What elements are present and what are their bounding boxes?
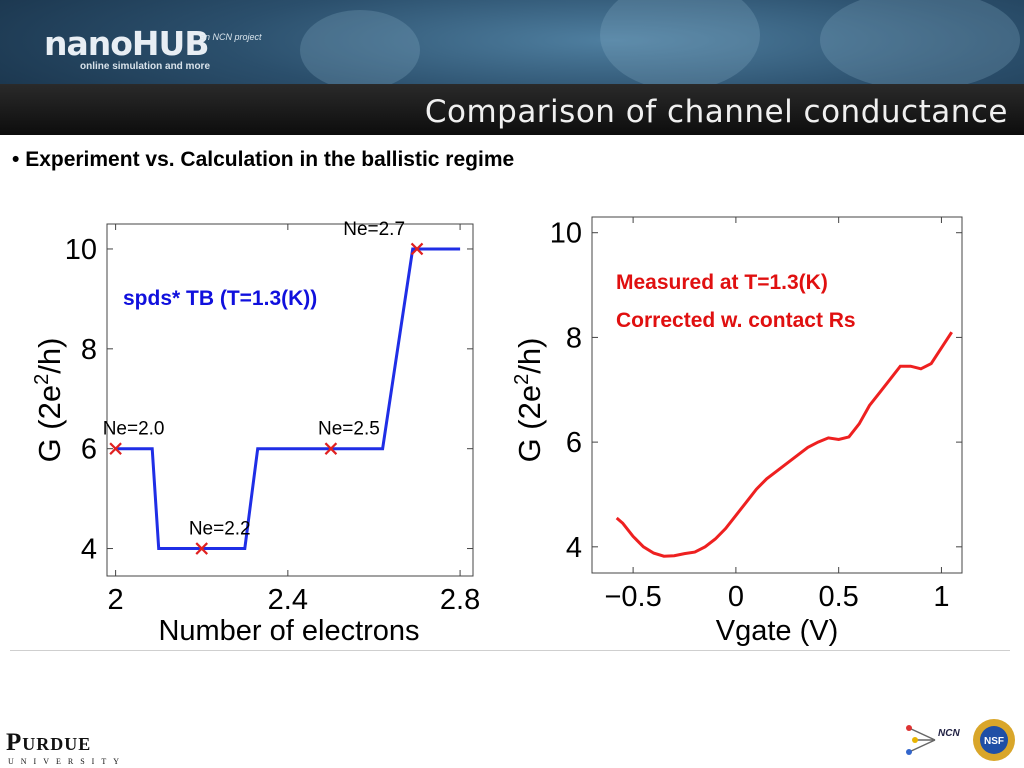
plot-frame bbox=[591, 216, 963, 574]
x-tick-label: 2.8 bbox=[440, 584, 480, 616]
chart-measurement: −0.5 0 0.5 1 4 6 8 10 G (2e2/h) Vgate (V) Measu… bbox=[498, 200, 998, 650]
y-tick-label: 8 bbox=[566, 322, 582, 354]
data-point-label: Ne=2.0 bbox=[103, 419, 165, 440]
chart-annotation-line-2: Corrected w. contact Rs bbox=[616, 309, 856, 332]
x-tick-label: 1 bbox=[933, 581, 949, 613]
series-line bbox=[615, 331, 953, 558]
logo-tagline: online simulation and more bbox=[80, 61, 211, 72]
x-tick-label: 0.5 bbox=[819, 581, 859, 613]
y-tick-label: 4 bbox=[566, 532, 582, 564]
data-point-marker bbox=[109, 442, 122, 455]
bullet-icon: • bbox=[12, 148, 26, 171]
plot-frame bbox=[106, 223, 474, 577]
x-tick-label: 2 bbox=[108, 584, 124, 616]
y-tick-label: 10 bbox=[550, 218, 582, 250]
ncn-logo: NCN bbox=[906, 725, 960, 755]
data-point-label: Ne=2.2 bbox=[189, 519, 251, 540]
y-axis-label: G (2e2/h) bbox=[31, 338, 67, 463]
purdue-logo: Purdue bbox=[6, 729, 92, 756]
chart-simulation: 2 2.4 2.8 4 6 8 10 Ne=2.0 Ne=2.2 Ne=2.5 Ne=2.7 G … bbox=[0, 200, 500, 650]
x-tick-label: 0 bbox=[728, 581, 744, 613]
nsf-logo-text: NSF bbox=[984, 736, 1004, 747]
y-tick-label: 4 bbox=[81, 534, 97, 566]
series-line bbox=[115, 247, 461, 550]
chart-background bbox=[498, 200, 998, 650]
y-tick-label: 6 bbox=[81, 434, 97, 466]
nanohub-logo[interactable]: nanoHUB bbox=[44, 24, 209, 63]
chart-background bbox=[0, 200, 500, 650]
chart-annotation-line-1: Measured at T=1.3(K) bbox=[616, 271, 828, 294]
page-title: Comparison of channel conductance bbox=[424, 94, 1008, 130]
data-point-label: Ne=2.7 bbox=[343, 219, 405, 240]
y-axis-label-right: G (2e2/h) bbox=[511, 338, 547, 463]
y-tick-label: 8 bbox=[81, 334, 97, 366]
ncn-logo-text: NCN bbox=[938, 728, 960, 739]
data-point-marker bbox=[410, 242, 424, 256]
nsf-logo: NSF bbox=[973, 719, 1015, 761]
footer-divider bbox=[10, 650, 1010, 651]
title-bar bbox=[0, 84, 1024, 135]
y-tick-label: 6 bbox=[566, 427, 582, 459]
chart-annotation: spds* TB (T=1.3(K)) bbox=[123, 287, 317, 310]
purdue-logo-subtitle: UNIVERSITY bbox=[8, 757, 126, 766]
x-tick-label: 2.4 bbox=[268, 584, 308, 616]
logo-project-note: an NCN project bbox=[200, 32, 262, 42]
data-point-label: Ne=2.5 bbox=[318, 419, 380, 440]
data-point-marker bbox=[195, 542, 209, 555]
bullet-text: Experiment vs. Calculation in the ballis… bbox=[25, 148, 515, 171]
y-tick-label: 10 bbox=[65, 234, 97, 266]
x-axis-label: Vgate (V) bbox=[716, 615, 839, 647]
x-axis-label: Number of electrons bbox=[158, 615, 419, 647]
bullet-point: • Experiment vs. Calculation in the ball… bbox=[12, 148, 514, 172]
data-point-marker bbox=[324, 442, 338, 455]
x-tick-label: −0.5 bbox=[604, 581, 661, 613]
